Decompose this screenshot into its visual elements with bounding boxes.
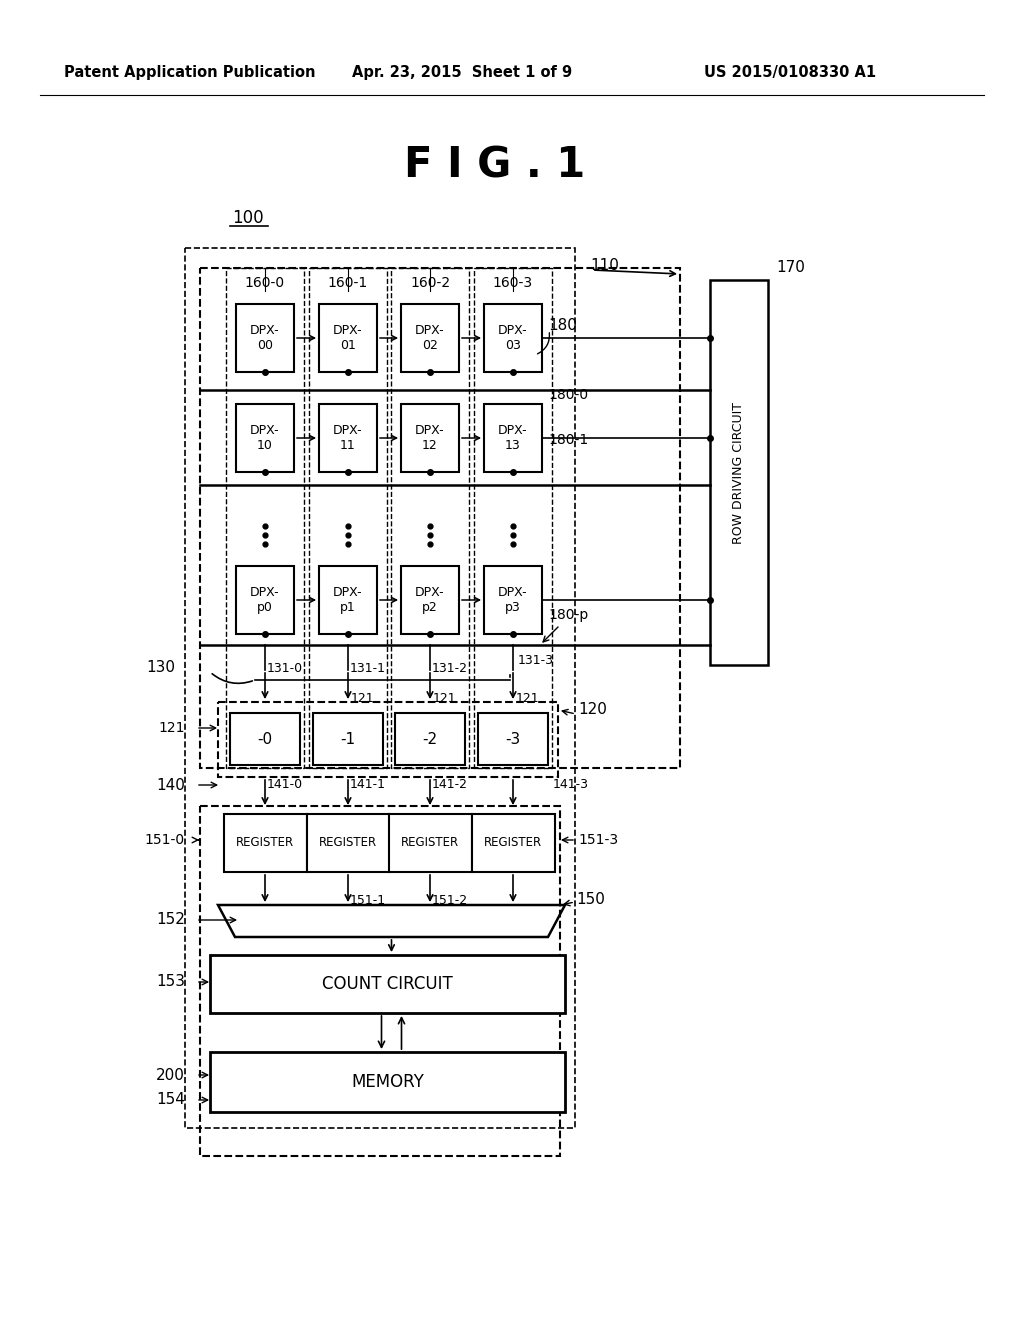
Text: 153: 153 — [156, 974, 185, 990]
Text: 121: 121 — [159, 721, 185, 735]
Text: DPX-
00: DPX- 00 — [250, 323, 280, 352]
Text: 200: 200 — [156, 1068, 185, 1082]
Bar — [319, 304, 377, 372]
Text: 160-3: 160-3 — [493, 276, 534, 290]
Text: DPX-
03: DPX- 03 — [499, 323, 527, 352]
Text: 141-1: 141-1 — [350, 777, 386, 791]
Text: 141-2: 141-2 — [432, 777, 468, 791]
Bar — [230, 713, 300, 766]
Bar — [710, 280, 768, 665]
Text: DPX-
p2: DPX- p2 — [415, 586, 444, 614]
Text: 131-3: 131-3 — [518, 653, 554, 667]
Text: DPX-
01: DPX- 01 — [333, 323, 362, 352]
Text: 160-1: 160-1 — [328, 276, 368, 290]
Text: -0: -0 — [257, 731, 272, 747]
Text: 121: 121 — [433, 692, 457, 705]
Text: 151-0: 151-0 — [144, 833, 185, 847]
Bar — [218, 702, 558, 777]
Text: F I G . 1: F I G . 1 — [404, 144, 586, 186]
Bar — [478, 713, 548, 766]
Text: DPX-
p3: DPX- p3 — [499, 586, 527, 614]
Bar — [236, 404, 294, 473]
Bar — [236, 566, 294, 634]
Text: 151-1: 151-1 — [350, 894, 386, 907]
Text: DPX-
10: DPX- 10 — [250, 424, 280, 451]
Text: ROW DRIVING CIRCUIT: ROW DRIVING CIRCUIT — [732, 401, 745, 544]
Bar — [484, 404, 542, 473]
Text: DPX-
p1: DPX- p1 — [333, 586, 362, 614]
Text: DPX-
p0: DPX- p0 — [250, 586, 280, 614]
Text: -3: -3 — [506, 731, 520, 747]
Text: 121: 121 — [351, 692, 375, 705]
Text: 130: 130 — [146, 660, 175, 675]
Text: 151-2: 151-2 — [432, 894, 468, 907]
Bar — [319, 404, 377, 473]
Text: REGISTER: REGISTER — [484, 837, 542, 850]
Bar — [388, 814, 471, 873]
Text: DPX-
12: DPX- 12 — [415, 424, 444, 451]
Bar — [319, 566, 377, 634]
Text: 180-0: 180-0 — [548, 388, 588, 403]
Bar — [391, 268, 469, 768]
Bar — [484, 566, 542, 634]
Bar — [306, 814, 389, 873]
Text: 160-0: 160-0 — [245, 276, 285, 290]
Text: DPX-
13: DPX- 13 — [499, 424, 527, 451]
Text: 110: 110 — [590, 257, 618, 272]
Text: 131-1: 131-1 — [350, 661, 386, 675]
Bar — [401, 566, 459, 634]
Bar — [401, 404, 459, 473]
Text: 120: 120 — [578, 702, 607, 718]
Text: 150: 150 — [575, 892, 605, 908]
Text: 131-0: 131-0 — [267, 661, 303, 675]
Text: 180-1: 180-1 — [548, 433, 588, 447]
Text: 131-2: 131-2 — [432, 661, 468, 675]
Text: REGISTER: REGISTER — [236, 837, 294, 850]
Text: 180: 180 — [548, 318, 577, 333]
Bar — [471, 814, 555, 873]
Text: 140: 140 — [156, 777, 185, 792]
Bar — [309, 268, 387, 768]
Bar — [401, 304, 459, 372]
Text: US 2015/0108330 A1: US 2015/0108330 A1 — [703, 65, 877, 79]
Text: 141-0: 141-0 — [267, 777, 303, 791]
Text: COUNT CIRCUIT: COUNT CIRCUIT — [323, 975, 453, 993]
Text: REGISTER: REGISTER — [318, 837, 377, 850]
Bar — [210, 1052, 565, 1111]
Bar — [236, 304, 294, 372]
Text: MEMORY: MEMORY — [351, 1073, 424, 1092]
Text: -1: -1 — [340, 731, 355, 747]
Text: 141-3: 141-3 — [553, 777, 589, 791]
Text: REGISTER: REGISTER — [401, 837, 459, 850]
Bar — [313, 713, 383, 766]
Text: 121: 121 — [516, 692, 540, 705]
Text: 160-2: 160-2 — [410, 276, 451, 290]
Bar — [474, 268, 552, 768]
Text: 152: 152 — [156, 912, 185, 928]
Bar — [223, 814, 306, 873]
Text: 100: 100 — [232, 209, 264, 227]
Bar — [210, 954, 565, 1012]
Text: 170: 170 — [776, 260, 805, 276]
Text: Apr. 23, 2015  Sheet 1 of 9: Apr. 23, 2015 Sheet 1 of 9 — [352, 65, 572, 79]
Bar — [185, 248, 575, 1129]
Text: Patent Application Publication: Patent Application Publication — [65, 65, 315, 79]
Bar — [200, 807, 560, 1156]
Bar — [200, 268, 680, 768]
Text: -2: -2 — [423, 731, 437, 747]
Bar — [395, 713, 465, 766]
Text: DPX-
02: DPX- 02 — [415, 323, 444, 352]
Text: 180-p: 180-p — [548, 609, 588, 622]
Text: 154: 154 — [156, 1093, 185, 1107]
Text: 151-3: 151-3 — [578, 833, 618, 847]
Bar — [484, 304, 542, 372]
Bar — [226, 268, 304, 768]
Text: DPX-
11: DPX- 11 — [333, 424, 362, 451]
